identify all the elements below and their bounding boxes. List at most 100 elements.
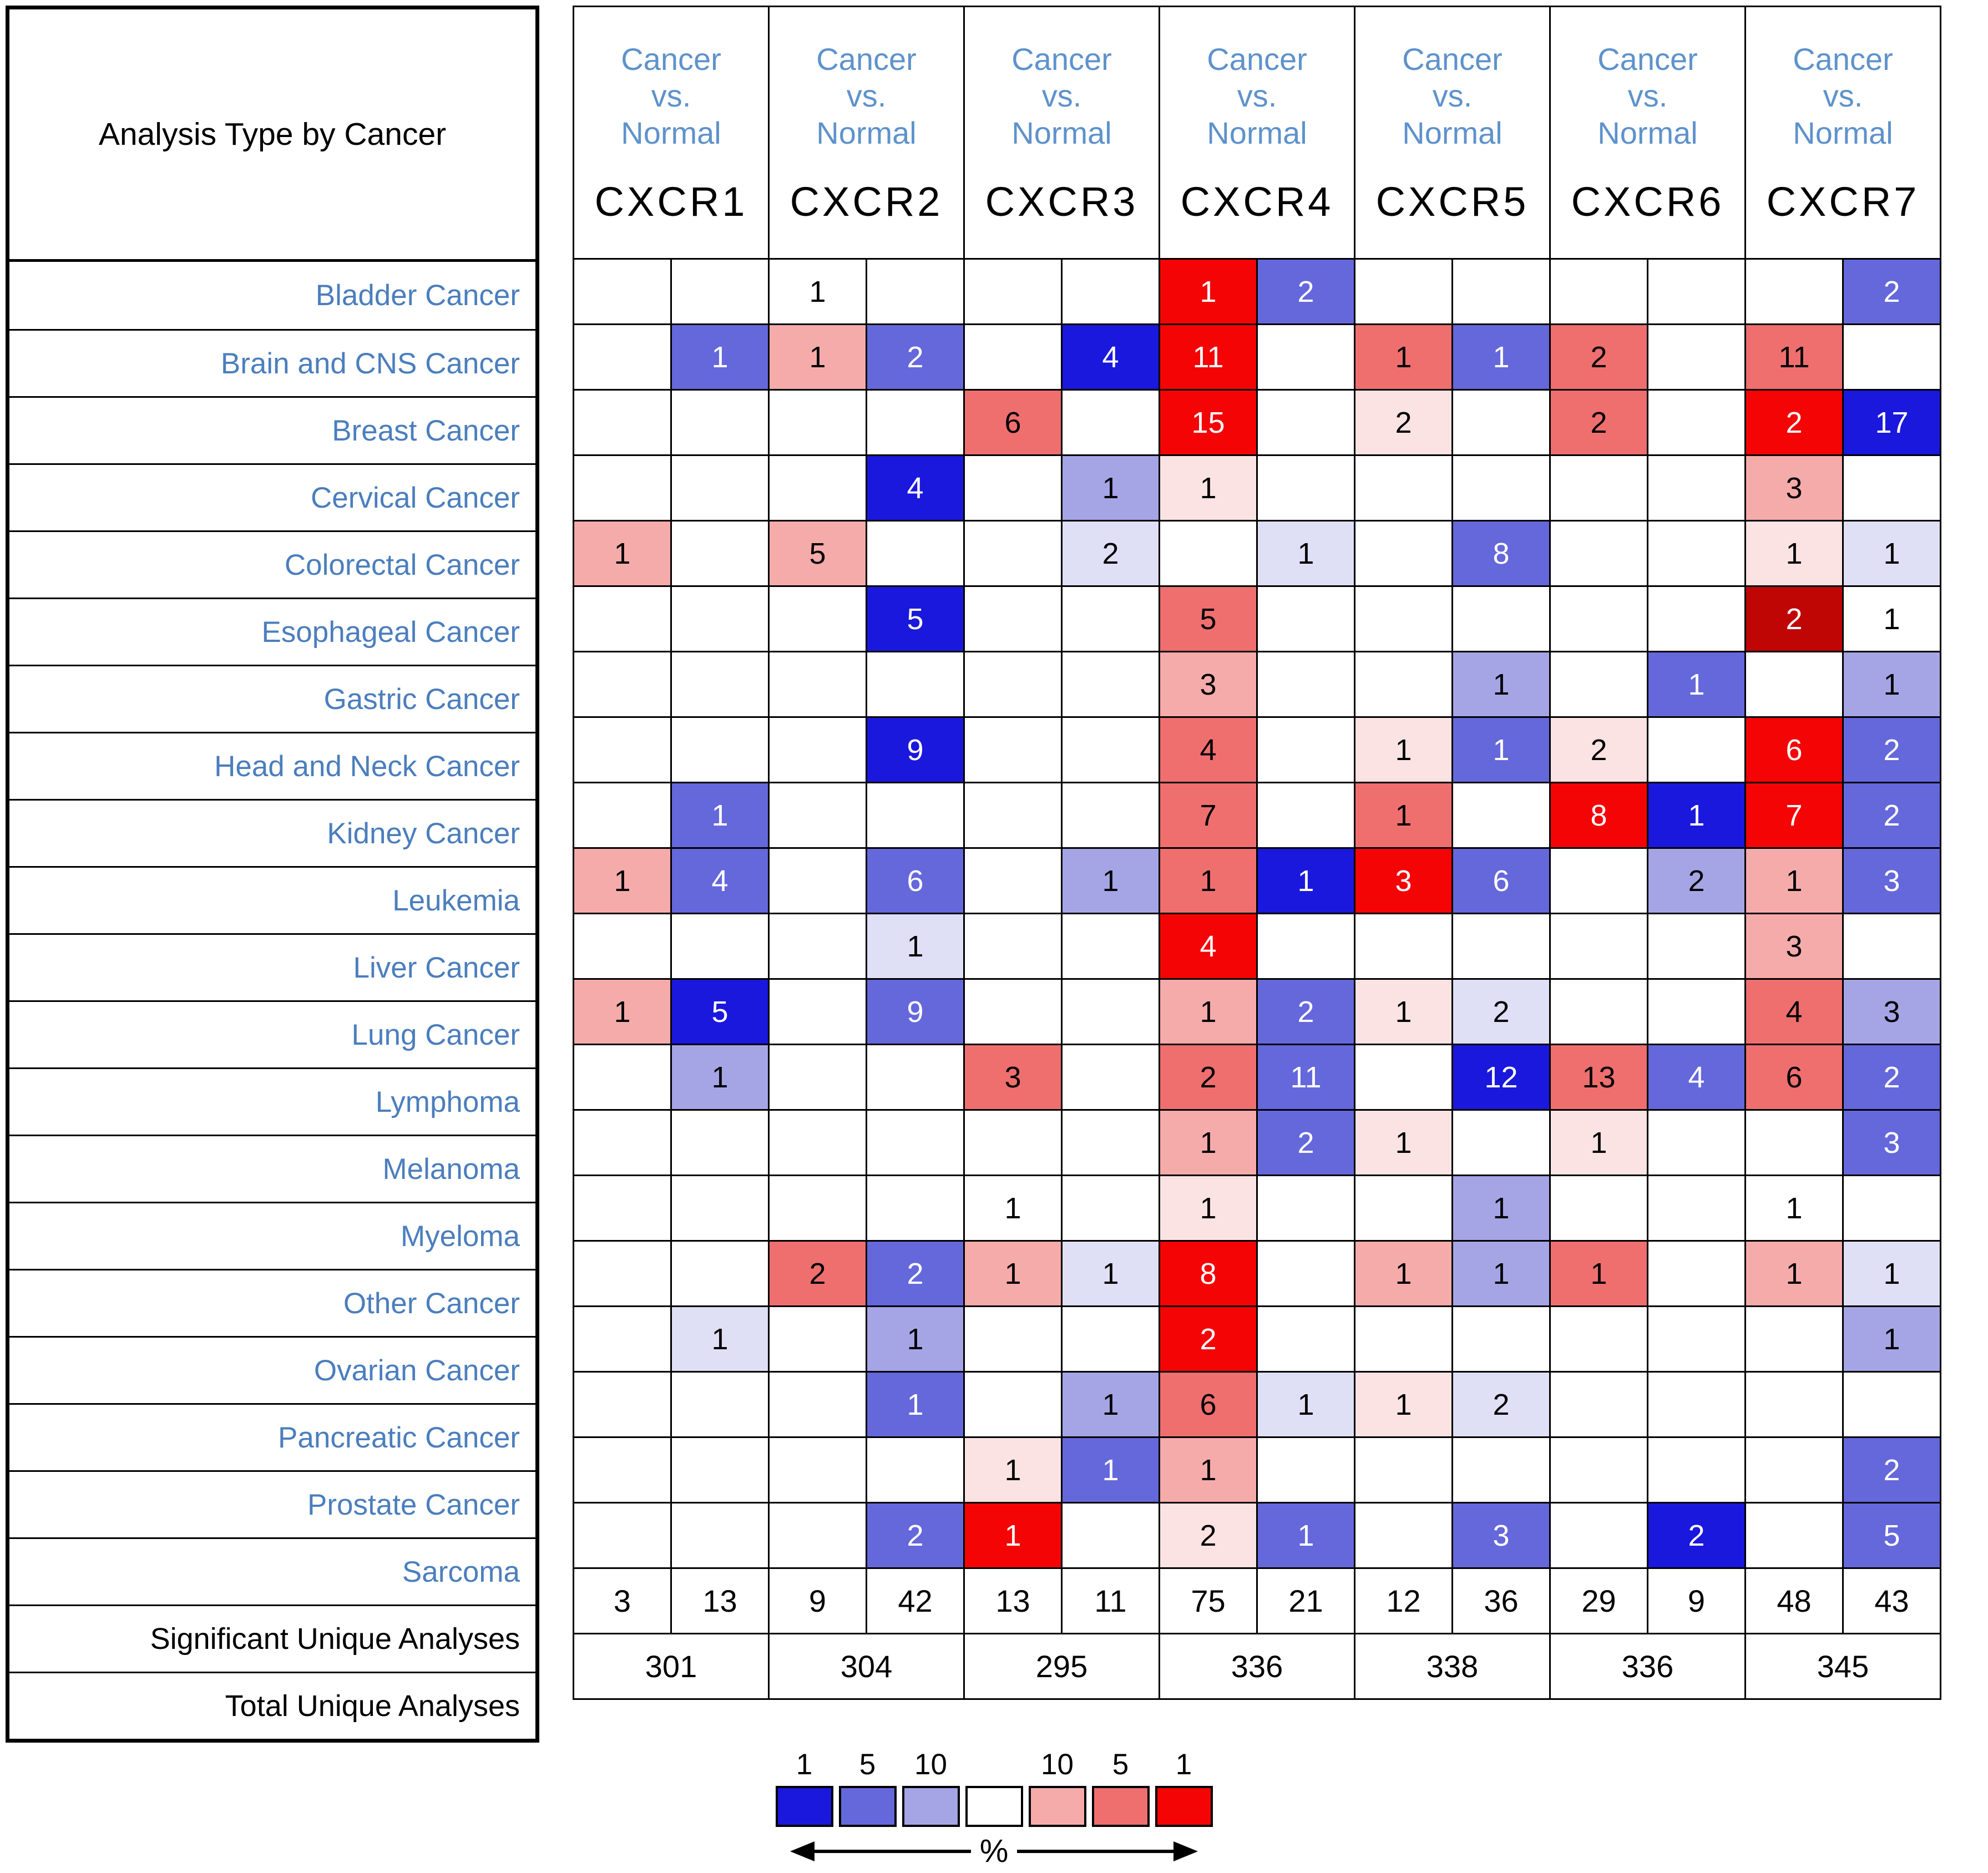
heatmap-cell-empty: [1549, 1175, 1648, 1242]
gene-name: CXCR4: [1180, 178, 1334, 225]
heatmap-cell-empty: [573, 258, 672, 325]
heatmap-cell-empty: [1354, 520, 1453, 587]
heatmap-cell: 3: [1354, 847, 1453, 914]
comparison-label: Cancer vs. Normal: [1402, 42, 1503, 150]
heatmap-cell-empty: [1061, 1044, 1160, 1111]
cancer-type-label: Cervical Cancer: [9, 463, 535, 530]
comparison-label: Cancer vs. Normal: [1597, 42, 1698, 150]
heatmap-cell: 11: [1159, 323, 1258, 391]
heatmap-cell-empty: [1647, 1436, 1746, 1504]
significant-count: 21: [1256, 1567, 1355, 1634]
legend-swatch-w: [965, 1786, 1023, 1827]
legend-tick: [965, 1748, 1023, 1781]
heatmap-cell: 1: [1354, 1109, 1453, 1176]
gene-name: CXCR1: [594, 178, 748, 225]
heatmap-cell-empty: [1744, 651, 1844, 718]
heatmap-cell: 3: [1451, 1502, 1551, 1569]
legend-swatch-b1: [775, 1786, 833, 1827]
heatmap-cell: 6: [1744, 1044, 1844, 1111]
heatmap-cell: 8: [1451, 520, 1551, 587]
heatmap-cell: 2: [1159, 1044, 1258, 1111]
heatmap-cell: 1: [1061, 847, 1160, 914]
analysis-type-panel: Analysis Type by Cancer Bladder Cancer Br…: [6, 6, 539, 1743]
heatmap-cell: 2: [1549, 389, 1648, 456]
heatmap-cell: 1: [1451, 1175, 1551, 1242]
gene-name: CXCR6: [1571, 178, 1724, 225]
heatmap-cell-empty: [670, 1109, 770, 1176]
heatmap-cell-empty: [670, 716, 770, 783]
heatmap-cell-empty: [768, 716, 867, 783]
heatmap-cell-empty: [866, 520, 965, 587]
heatmap-cell-empty: [573, 1240, 672, 1307]
left-arrow-icon: [790, 1841, 971, 1861]
heatmap-cell-empty: [1354, 1436, 1453, 1504]
heatmap-cell: 1: [963, 1240, 1063, 1307]
heatmap-cell: 1: [1451, 716, 1551, 783]
heatmap-cell-empty: [768, 389, 867, 456]
heatmap-cell-empty: [1647, 913, 1746, 980]
heatmap-cell: 2: [1549, 323, 1648, 391]
heatmap-cell: 6: [963, 389, 1063, 456]
heatmap-cell-empty: [1451, 913, 1551, 980]
gene-column-header: Cancer vs. Normal CXCR2: [768, 6, 965, 260]
heatmap-cell: 6: [866, 847, 965, 914]
heatmap-cell-empty: [670, 913, 770, 980]
heatmap-cell: 1: [963, 1175, 1063, 1242]
heatmap-cell-empty: [1842, 1175, 1941, 1242]
heatmap-cell-empty: [1451, 782, 1551, 849]
heatmap-cell-empty: [670, 651, 770, 718]
cancer-type-label: Sarcoma: [9, 1537, 535, 1604]
heatmap-cell-empty: [768, 1175, 867, 1242]
cancer-type-label: Lymphoma: [9, 1067, 535, 1135]
cancer-type-label: Bladder Cancer: [315, 279, 520, 312]
significant-count: 12: [1354, 1567, 1453, 1634]
heatmap-cell-empty: [1256, 1305, 1355, 1373]
heatmap-cell: 2: [866, 1240, 965, 1307]
heatmap-cell: 5: [670, 978, 770, 1045]
legend-swatch-b10: [902, 1786, 960, 1827]
cancer-type-label: Liver Cancer: [9, 933, 535, 1000]
heatmap-cell-empty: [1061, 782, 1160, 849]
heatmap-cell-empty: [768, 1371, 867, 1438]
significant-count: 9: [1647, 1567, 1746, 1634]
heatmap-cell-empty: [1647, 1240, 1746, 1307]
significant-count: 75: [1159, 1567, 1258, 1634]
heatmap-cell-empty: [1842, 1371, 1941, 1438]
heatmap-cell-empty: [1549, 1436, 1648, 1504]
heatmap-cell: 2: [1744, 585, 1844, 652]
gene-column-header: Cancer vs. Normal CXCR3: [963, 6, 1160, 260]
heatmap-cell-empty: [1744, 258, 1844, 325]
heatmap-cell: 2: [1647, 847, 1746, 914]
heatmap-cell: 1: [1842, 1305, 1941, 1373]
heatmap-cell-empty: [670, 258, 770, 325]
heatmap-cell: 1: [1451, 323, 1551, 391]
cancer-type-label: Breast Cancer: [9, 396, 535, 463]
heatmap-cell: 1: [1159, 1109, 1258, 1176]
heatmap-cell: 1: [963, 1436, 1063, 1504]
heatmap-cell: 17: [1842, 389, 1941, 456]
heatmap-cell-empty: [963, 716, 1063, 783]
heatmap-cell-empty: [573, 1502, 672, 1569]
heatmap-cell-empty: [670, 1371, 770, 1438]
heatmap-cell-empty: [1549, 454, 1648, 522]
heatmap-cell: 2: [1256, 258, 1355, 325]
heatmap-cell: 2: [1842, 1436, 1941, 1504]
legend-swatch-b5: [838, 1786, 897, 1827]
heatmap-cell-empty: [573, 323, 672, 391]
heatmap-cell-empty: [1744, 1436, 1844, 1504]
legend-tick: 10: [914, 1748, 947, 1781]
legend-swatch-row: [775, 1786, 1213, 1827]
heatmap-cell: 3: [1159, 651, 1258, 718]
heatmap-cell: 2: [1842, 716, 1941, 783]
heatmap-cell-empty: [1549, 978, 1648, 1045]
heatmap-cell-empty: [573, 1436, 672, 1504]
heatmap-cell-empty: [1451, 1109, 1551, 1176]
heatmap-cell-empty: [866, 1436, 965, 1504]
heatmap-cell: 1: [1159, 258, 1258, 325]
gene-name: CXCR3: [985, 178, 1139, 225]
heatmap-cell-empty: [1549, 1502, 1648, 1569]
legend-tick: 5: [1112, 1748, 1129, 1781]
heatmap-cell: 15: [1159, 389, 1258, 456]
heatmap-cell-empty: [573, 1371, 672, 1438]
heatmap-cell-empty: [963, 258, 1063, 325]
